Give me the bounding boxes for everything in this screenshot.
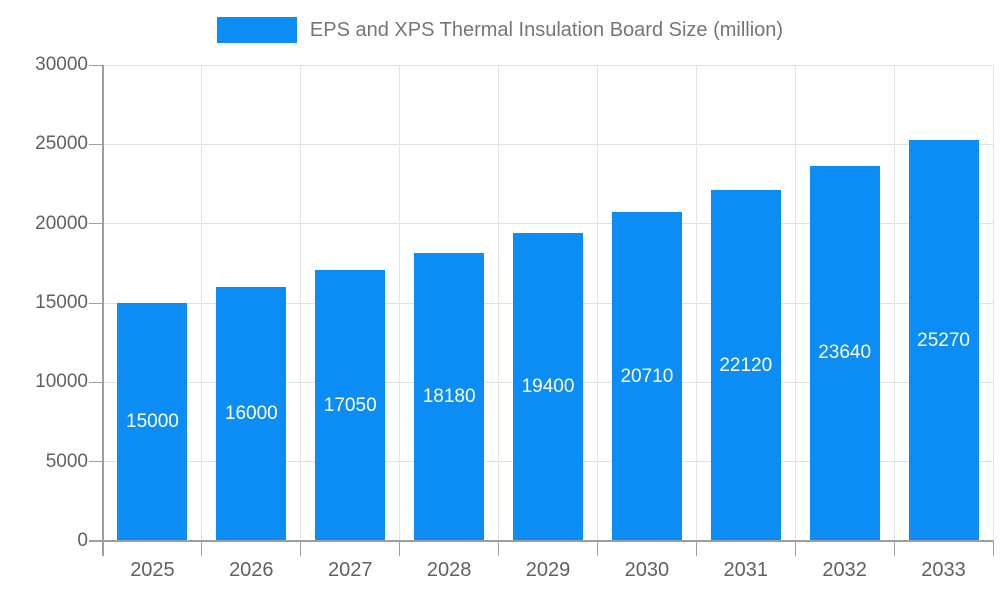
y-axis-label: 25000 — [35, 133, 88, 155]
x-axis-line — [89, 540, 993, 542]
legend-item[interactable]: EPS and XPS Thermal Insulation Board Siz… — [216, 17, 784, 43]
legend-swatch — [216, 17, 297, 43]
bar-2031 — [710, 190, 781, 540]
y-axis-label: 10000 — [35, 371, 88, 393]
y-axis-tick — [89, 381, 102, 383]
x-axis-tick — [794, 541, 796, 556]
y-axis-label: 0 — [77, 530, 88, 551]
gridline-vertical — [695, 65, 697, 541]
x-axis-tick — [596, 541, 598, 556]
gridline-vertical — [596, 65, 598, 541]
bar-2027 — [315, 270, 386, 540]
bar-2025 — [117, 303, 188, 540]
gridline-vertical — [201, 65, 203, 541]
gridline-vertical — [399, 65, 401, 541]
bar-2030 — [611, 212, 682, 540]
bar-value-label: 15000 — [126, 411, 179, 432]
x-axis-tick — [695, 541, 697, 556]
x-axis-label: 2029 — [525, 559, 571, 581]
bar-2028 — [414, 252, 485, 540]
bar-value-label: 20710 — [620, 365, 674, 387]
chart-title: EPS and XPS Thermal Insulation Board Siz… — [309, 18, 784, 41]
x-axis-label: 2032 — [822, 559, 867, 581]
bar-2032 — [809, 165, 880, 540]
x-axis-label: 2026 — [229, 559, 274, 581]
x-axis-tick — [498, 541, 500, 556]
x-axis-label: 2030 — [624, 559, 670, 581]
bar-value-label: 23640 — [818, 342, 872, 364]
y-axis-tick — [89, 461, 102, 463]
x-axis-tick — [201, 541, 203, 556]
bar-value-label: 17050 — [323, 394, 377, 416]
bar-value-label: 18180 — [422, 385, 476, 407]
x-axis-label: 2028 — [426, 559, 472, 581]
bar-2033 — [908, 140, 979, 540]
x-axis-tick — [102, 541, 104, 556]
chart-legend: EPS and XPS Thermal Insulation Board Siz… — [0, 17, 1000, 43]
y-axis-tick — [89, 143, 102, 145]
x-axis-label: 2033 — [921, 559, 966, 581]
bar-value-label: 22120 — [719, 354, 773, 376]
x-axis-tick — [399, 541, 401, 556]
bar-value-label: 25270 — [917, 329, 970, 351]
gridline-vertical — [300, 65, 302, 541]
x-axis-tick — [300, 541, 302, 556]
y-axis-tick — [89, 223, 102, 225]
bar-value-label: 19400 — [521, 376, 575, 398]
x-axis-label: 2027 — [327, 559, 373, 581]
y-axis-tick — [89, 302, 102, 304]
y-axis-label: 15000 — [35, 292, 88, 313]
x-axis-tick — [992, 541, 994, 556]
y-axis-label: 30000 — [35, 54, 88, 75]
gridline-horizontal — [103, 223, 993, 225]
y-axis-label: 5000 — [45, 450, 88, 472]
gridline-horizontal — [103, 143, 993, 145]
y-axis-label: 20000 — [35, 212, 88, 234]
bar-2026 — [216, 287, 287, 540]
gridline-horizontal — [103, 64, 993, 66]
y-axis-tick — [89, 540, 102, 542]
gridline-vertical — [893, 65, 895, 541]
gridline-vertical — [992, 65, 994, 541]
y-axis-tick — [89, 64, 102, 66]
x-axis-tick — [893, 541, 895, 556]
gridline-vertical — [498, 65, 500, 541]
x-axis-label: 2025 — [130, 559, 175, 581]
bar-2029 — [513, 233, 583, 540]
y-axis-line — [102, 65, 104, 556]
gridline-vertical — [794, 65, 796, 541]
x-axis-label: 2031 — [723, 559, 769, 581]
bar-value-label: 16000 — [224, 403, 278, 425]
